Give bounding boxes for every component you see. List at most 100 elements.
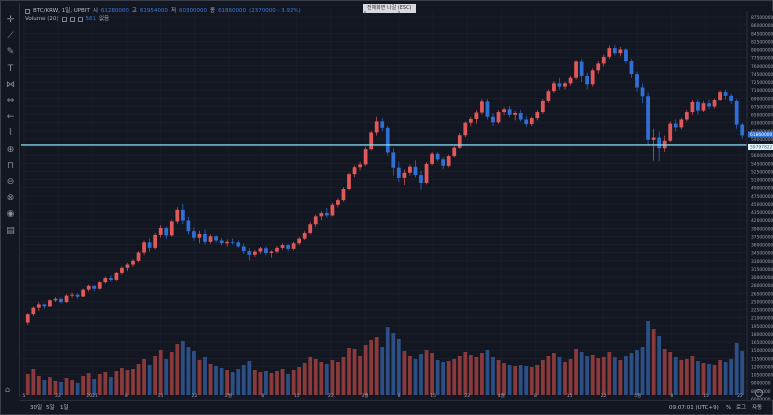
volume-bar <box>657 336 662 395</box>
candle-body <box>64 295 69 303</box>
candle-body <box>413 166 418 176</box>
candle-body <box>585 75 590 85</box>
volume-bar <box>363 345 368 395</box>
candle-body <box>31 307 36 315</box>
x-tick-label: 22 <box>55 393 61 399</box>
volume-bar <box>247 361 252 395</box>
y-tick-label: 72500000 <box>751 80 773 86</box>
chart-legend: BTC/KRW, 1일, UPBIT 시 61280000 고 61954000… <box>25 7 301 23</box>
auto-toggle[interactable]: 자동 <box>752 405 763 411</box>
candle-body <box>552 83 556 92</box>
candle-body <box>308 224 313 234</box>
volume-bar <box>524 366 529 395</box>
y-tick-label: 51000000 <box>751 178 773 184</box>
volume-bar <box>286 374 290 395</box>
volume-bar <box>280 369 285 395</box>
candle-body <box>236 242 241 247</box>
text-icon[interactable]: T <box>7 63 14 74</box>
y-tick-label: 12000000 <box>751 364 773 370</box>
y-tick-label: 80000000 <box>751 48 773 54</box>
magnet-icon[interactable]: ⊓ <box>6 160 15 171</box>
volume-bar <box>230 372 235 395</box>
candle-body <box>607 48 612 57</box>
arrow-back-icon[interactable]: ← <box>6 112 15 123</box>
volume-bar <box>612 357 617 395</box>
volume-bar <box>374 337 379 395</box>
volume-bar <box>474 357 479 395</box>
change-value: (2370000 - 3.92%) <box>249 8 301 14</box>
volume-bar <box>585 356 590 395</box>
brush-icon[interactable]: ✎ <box>6 47 15 58</box>
candle-body <box>219 240 224 244</box>
settings-icon[interactable] <box>755 389 763 397</box>
symbol-checkbox[interactable] <box>25 8 30 14</box>
candle-body <box>25 314 30 323</box>
measure-icon[interactable]: ⇔ <box>6 96 15 106</box>
y-tick-label: 26500000 <box>751 291 773 297</box>
candle-body <box>696 101 700 111</box>
volume-bar <box>629 353 634 395</box>
volume-suffix: 없음 <box>99 16 110 22</box>
volume-bar <box>192 351 196 395</box>
volume-bar <box>120 368 124 395</box>
y-tick-label: 54500000 <box>751 161 773 167</box>
volume-bar <box>125 370 130 395</box>
trash-icon[interactable]: ▤ <box>6 225 15 236</box>
candle-body <box>125 264 130 268</box>
x-tick-label: 8 <box>125 393 128 399</box>
ruler-icon[interactable]: ⌇ <box>8 128 13 139</box>
candle-body <box>324 213 329 216</box>
eye-icon[interactable]: ◉ <box>6 209 15 220</box>
lock-icon[interactable]: ⊖ <box>6 177 15 187</box>
candle-body <box>596 63 601 71</box>
crosshair-icon[interactable]: ✛ <box>6 15 15 25</box>
candle-body <box>241 246 246 252</box>
candle-body <box>48 300 52 307</box>
exit-fullscreen-tooltip[interactable]: 전체화면 나갈 (ESC) <box>363 4 416 13</box>
y-tick-label: 82500000 <box>751 39 773 45</box>
candle-body <box>452 147 457 157</box>
volume-bar <box>402 351 407 395</box>
drawing-toolbar: ✛ ⟋ ✎ T ⋈ ⇔ ← ⌇ ⊕ ⊓ ⊖ ⊗ ◉ ▤ <box>2 3 20 397</box>
x-tick-label: 22 <box>737 393 743 399</box>
candle-body <box>419 175 423 183</box>
candle-body <box>424 163 429 183</box>
volume-bar <box>291 370 296 395</box>
symbol-label[interactable]: BTC/KRW, 1일, UPBIT <box>33 8 90 14</box>
lock-drawings-icon[interactable]: ⊗ <box>6 193 15 204</box>
x-tick-label: 22 <box>192 393 198 399</box>
zoom-icon[interactable]: ⊕ <box>6 144 15 155</box>
volume-bar <box>180 341 185 395</box>
price-chart[interactable]: 8750000086000000845000008250000080000000… <box>19 11 773 400</box>
volume-bar <box>452 359 457 395</box>
volume-bar <box>75 383 80 395</box>
candle-body <box>546 91 551 101</box>
range-30d-button[interactable]: 30일 <box>30 405 43 411</box>
bottom-bar: 30일 5일 1일 09:07:01 (UTC+9) % 로그 자동 <box>20 400 772 415</box>
log-toggle[interactable]: 로그 <box>736 405 747 411</box>
volume-bar <box>718 360 722 395</box>
volume-bar <box>673 357 678 395</box>
candle-body <box>673 123 678 128</box>
volume-bar <box>164 359 169 395</box>
candle-body <box>640 87 645 97</box>
pattern-icon[interactable]: ⋈ <box>6 79 15 90</box>
trend-line-icon[interactable]: ⟋ <box>7 31 14 42</box>
volume-bar <box>734 343 739 395</box>
candle-body <box>457 135 462 148</box>
range-5d-button[interactable]: 5일 <box>46 405 55 411</box>
percent-toggle[interactable]: % <box>726 405 732 411</box>
volume-bar <box>396 339 401 395</box>
y-tick-label: 71000000 <box>751 88 773 94</box>
candle-body <box>131 260 135 265</box>
candle-body <box>258 248 263 252</box>
history-icon[interactable]: ⌂ <box>5 385 11 394</box>
candle-body <box>618 49 623 54</box>
candle-body <box>369 132 374 150</box>
candle-body <box>86 285 91 290</box>
volume-bar <box>70 380 74 395</box>
range-1d-button[interactable]: 1일 <box>60 405 69 411</box>
volume-bar <box>684 359 689 395</box>
candle-body <box>740 124 745 136</box>
volume-value: 581 <box>85 16 97 22</box>
